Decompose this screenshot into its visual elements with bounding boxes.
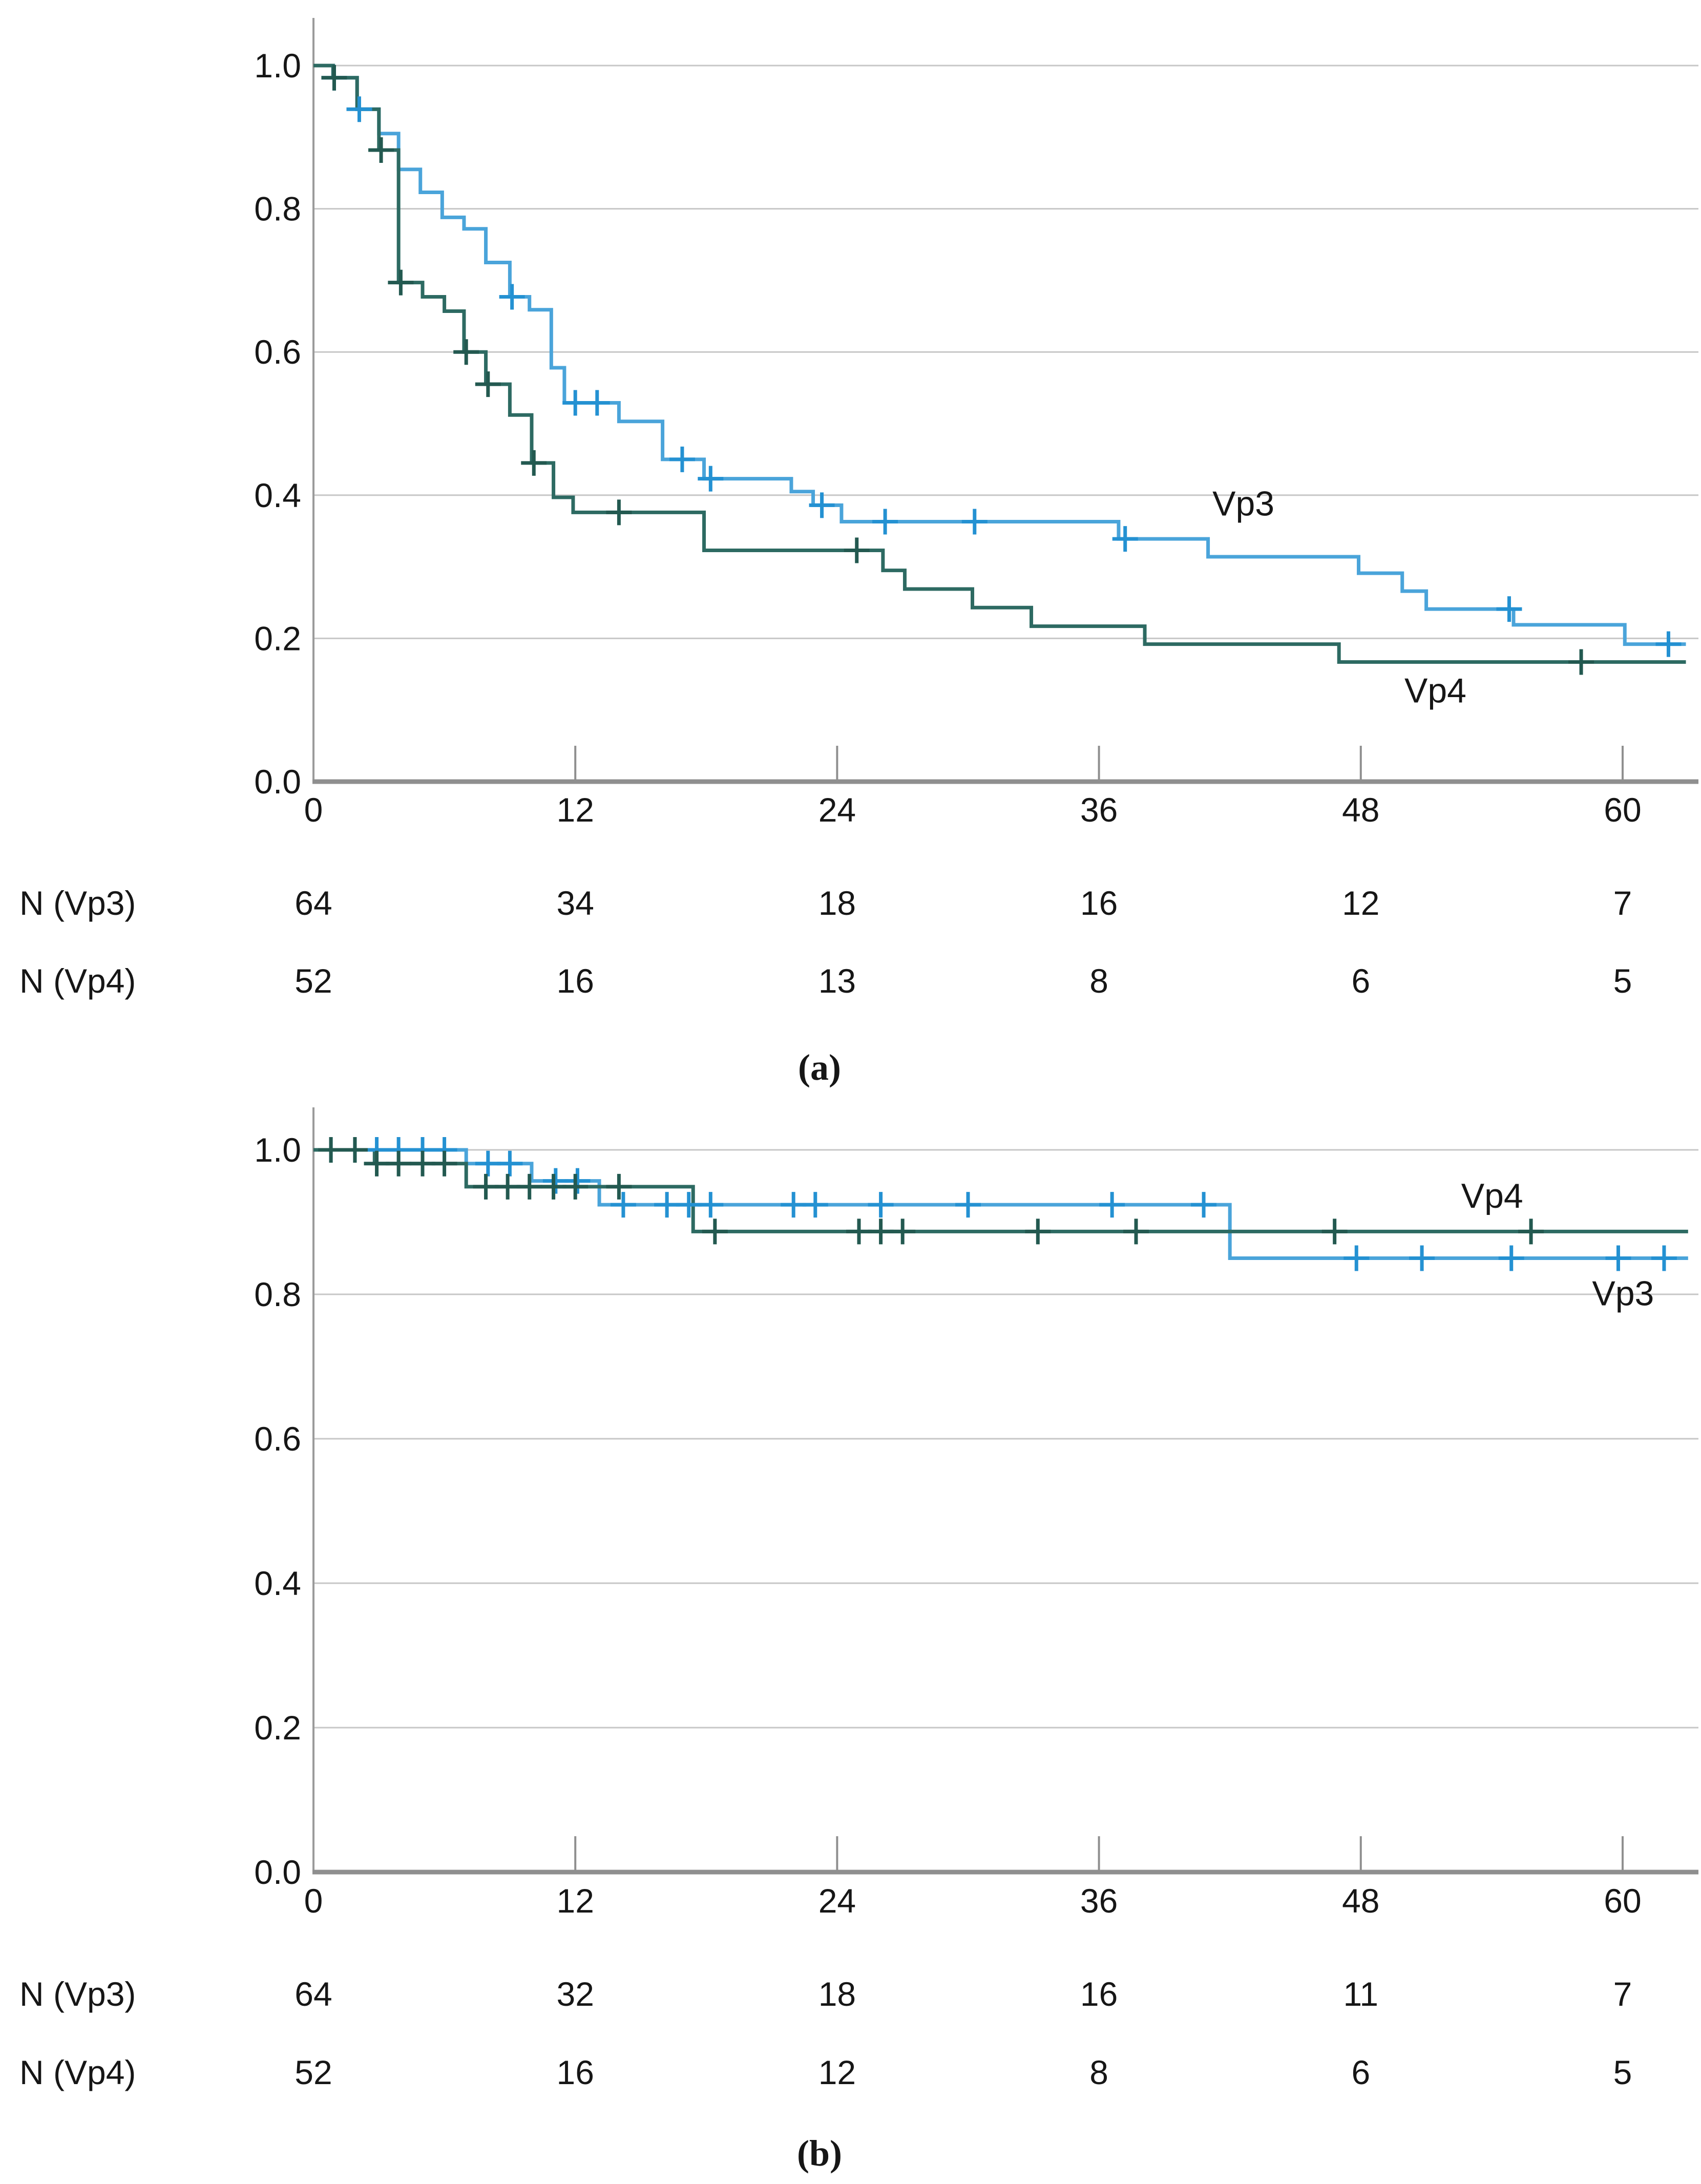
panel-a-overall-survival: 1.0 0.8 0.6 0.4 0.2 0.00 12 24 36 48 60 Vp3 Vp4 N (Vp… [19,18,1698,1000]
risk-value: 34 [556,884,594,922]
y-tick-label: 0.2 [254,619,301,657]
risk-value: 52 [295,2053,332,2091]
x-tick-label: 36 [1080,1882,1118,1920]
series-label-vp4: Vp4 [1461,1177,1523,1215]
x-tick-label: 36 [1080,791,1118,829]
risk-value: 11 [1343,1975,1379,2013]
x-tick-label: 48 [1342,1882,1379,1920]
risk-value: 64 [295,1975,332,2013]
risk-value: 7 [1613,884,1632,922]
risk-value: 18 [818,1975,856,2013]
risk-value: 16 [1080,1975,1118,2013]
risk-value: 16 [556,2053,594,2091]
risk-value: 12 [818,2053,856,2091]
y-tick-label: 0.4 [254,1564,301,1602]
caption-b: (b) [797,2133,842,2174]
risk-row-label: N (Vp3) [19,1975,136,2013]
x-tick-label: 12 [556,791,594,829]
risk-value: 18 [818,884,856,922]
y-tick-label: 1.0 [254,47,301,85]
y-tick-label: 1.0 [254,1131,301,1169]
series-label-vp3: Vp3 [1592,1274,1654,1313]
series-label-vp4: Vp4 [1404,671,1466,710]
x-tick-label: 60 [1604,791,1641,829]
risk-value: 7 [1613,1975,1632,2013]
risk-value: 6 [1351,962,1370,1000]
risk-value: 16 [556,962,594,1000]
risk-value: 5 [1613,2053,1632,2091]
risk-value: 8 [1089,2053,1108,2091]
series-label-vp3: Vp3 [1212,485,1274,523]
risk-value: 5 [1613,962,1632,1000]
risk-row-label: N (Vp4) [19,962,136,1000]
caption-a: (a) [798,1047,841,1088]
km-curve-vp4 [313,1148,1688,1233]
panel-b-second-endpoint: 1.0 0.8 0.6 0.4 0.2 0.00 12 24 36 48 60 Vp3 Vp4 N (Vp… [19,1107,1698,2091]
y-tick-label: 0.6 [254,1420,301,1458]
x-tick-label: 0 [304,1882,323,1920]
y-tick-label: 0.6 [254,333,301,371]
km-curve-vp3 [313,64,1686,646]
risk-value: 32 [556,1975,594,2013]
x-tick-label: 0 [304,791,323,829]
risk-value: 6 [1351,2053,1370,2091]
x-tick-label: 48 [1342,791,1379,829]
risk-row-label: N (Vp3) [19,884,136,922]
y-tick-label: 0.8 [254,1275,301,1313]
y-tick-label: 0.0 [254,763,301,801]
risk-value: 8 [1089,962,1108,1000]
y-tick-label: 0.2 [254,1709,301,1747]
x-tick-label: 60 [1604,1882,1641,1920]
x-tick-label: 12 [556,1882,594,1920]
risk-value: 16 [1080,884,1118,922]
x-tick-label: 24 [818,1882,856,1920]
risk-value: 12 [1342,884,1379,922]
y-tick-label: 0.8 [254,190,301,228]
risk-value: 52 [295,962,332,1000]
y-tick-label: 0.0 [254,1853,301,1891]
y-tick-label: 0.4 [254,476,301,514]
risk-value: 13 [818,962,856,1000]
km-curve-vp4 [313,64,1686,664]
x-tick-label: 24 [818,791,856,829]
risk-value: 64 [295,884,332,922]
risk-row-label: N (Vp4) [19,2053,136,2091]
